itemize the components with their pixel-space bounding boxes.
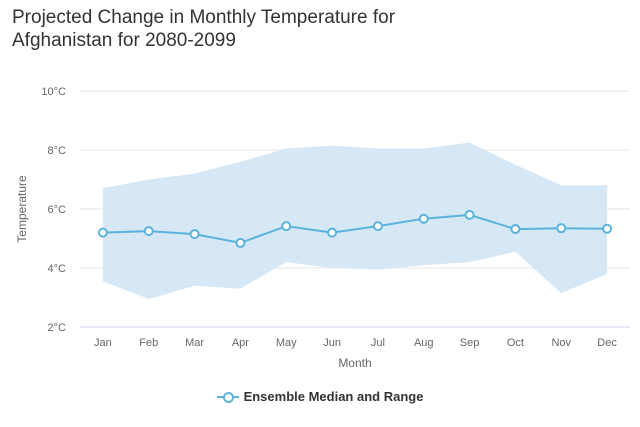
median-point[interactable] — [510, 224, 521, 235]
median-point[interactable] — [143, 226, 154, 237]
chart-title-line-2: Afghanistan for 2080-2099 — [12, 30, 236, 51]
median-point[interactable] — [97, 227, 108, 238]
x-tick-label: May — [276, 337, 297, 349]
median-point[interactable] — [556, 223, 567, 234]
median-point[interactable] — [189, 229, 200, 240]
x-tick-label: Apr — [232, 337, 249, 349]
chart-title-line-1: Projected Change in Monthly Temperature … — [12, 7, 396, 28]
median-series — [97, 209, 613, 248]
legend-label: Ensemble Median and Range — [243, 389, 424, 405]
y-tick-label: 2°C — [48, 322, 67, 334]
x-tick-label: Sep — [460, 337, 480, 349]
x-tick-label: Oct — [507, 337, 524, 349]
y-axis-title: Temperature — [15, 175, 29, 243]
median-point[interactable] — [235, 237, 246, 248]
range-band — [102, 142, 608, 299]
y-tick-label: 8°C — [48, 145, 67, 157]
median-point[interactable] — [602, 223, 613, 234]
x-tick-label: Jun — [323, 337, 341, 349]
x-tick-label: Feb — [139, 337, 158, 349]
x-tick-label: Mar — [185, 337, 204, 349]
x-tick-labels: Jan Feb Mar Apr May Jun Jul Aug Sep Oct Nov Dec — [94, 337, 617, 349]
x-tick-label: Dec — [597, 337, 617, 349]
x-tick-label: Nov — [551, 337, 571, 349]
median-point[interactable] — [281, 221, 292, 232]
median-point[interactable] — [464, 209, 475, 220]
x-tick-label: Jan — [94, 337, 112, 349]
legend[interactable]: Ensemble Median and Range — [0, 388, 640, 404]
x-axis-title: Month — [338, 356, 371, 370]
range-area — [102, 142, 608, 299]
x-tick-label: Aug — [414, 337, 434, 349]
x-tick-label: Jul — [371, 337, 385, 349]
y-tick-labels: 2°C 4°C 6°C 8°C 10°C — [41, 86, 66, 334]
median-point[interactable] — [372, 221, 383, 232]
legend-line-marker-icon — [216, 391, 239, 403]
median-point[interactable] — [418, 213, 429, 224]
y-tick-label: 4°C — [48, 263, 67, 275]
median-point[interactable] — [327, 227, 338, 238]
y-tick-label: 10°C — [41, 86, 66, 98]
median-line — [102, 213, 608, 244]
y-tick-label: 6°C — [48, 204, 67, 216]
chart-title: Projected Change in Monthly Temperature … — [12, 6, 395, 52]
